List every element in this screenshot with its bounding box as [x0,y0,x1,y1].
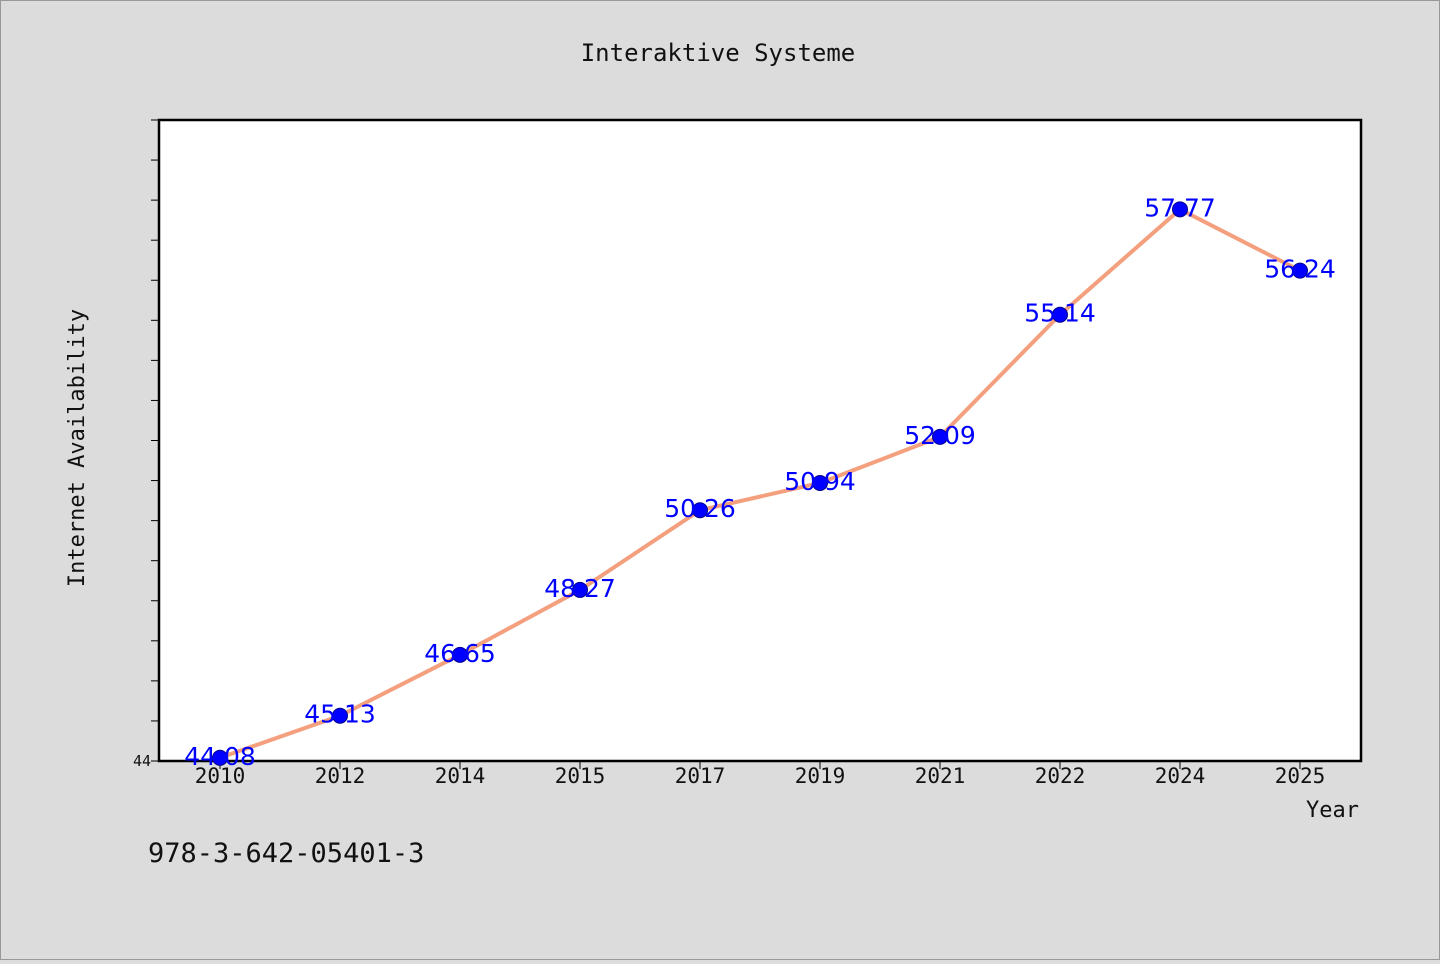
x-tick-label: 2017 [675,764,726,788]
y-tick-label: 44 [133,752,151,770]
data-label: 48.27 [544,574,616,603]
x-axis-ticks: 2010 2012 2014 2015 2017 2019 2021 2022 2024 2025 [195,761,1326,788]
footer-isbn: 978-3-642-05401-3 [148,838,424,869]
data-label: 56.24 [1264,255,1336,284]
data-label: 46.65 [424,639,496,668]
data-point [572,581,588,598]
x-tick-label: 2024 [1155,764,1206,788]
x-tick-label: 2022 [1035,764,1086,788]
data-label: 57.77 [1144,193,1216,222]
data-point [932,428,948,445]
data-label: 52.09 [904,421,976,450]
x-tick-label: 2010 [195,764,246,788]
data-label: 50.26 [664,494,736,523]
data-point [212,749,228,766]
data-point [1292,262,1308,279]
y-axis-label: Internet Availability [65,309,90,587]
data-label: 50.94 [784,467,856,496]
data-point [332,707,348,724]
x-tick-label: 2019 [795,764,846,788]
data-point [452,646,468,663]
data-points [212,201,1308,766]
y-axis-ticks [151,119,159,762]
x-tick-label: 2025 [1275,764,1326,788]
x-tick-label: 2021 [915,764,966,788]
data-series [219,207,1301,760]
data-point [812,474,828,491]
data-labels: 44.08 45.13 46.65 48.27 50.26 50.94 52.09 55.14… [184,193,1336,770]
data-point [1172,201,1188,218]
x-tick-label: 2014 [435,764,486,788]
data-label: 45.13 [304,700,376,729]
data-point [692,502,708,519]
x-tick-label: 2012 [315,764,366,788]
chart-title: Interaktive Systeme [581,39,856,67]
data-label: 44.08 [184,742,256,771]
x-axis-label: Year [1306,798,1359,823]
data-label: 55.14 [1024,299,1096,328]
series-line [219,207,1301,760]
data-point [1052,306,1068,323]
x-tick-label: 2015 [555,764,606,788]
